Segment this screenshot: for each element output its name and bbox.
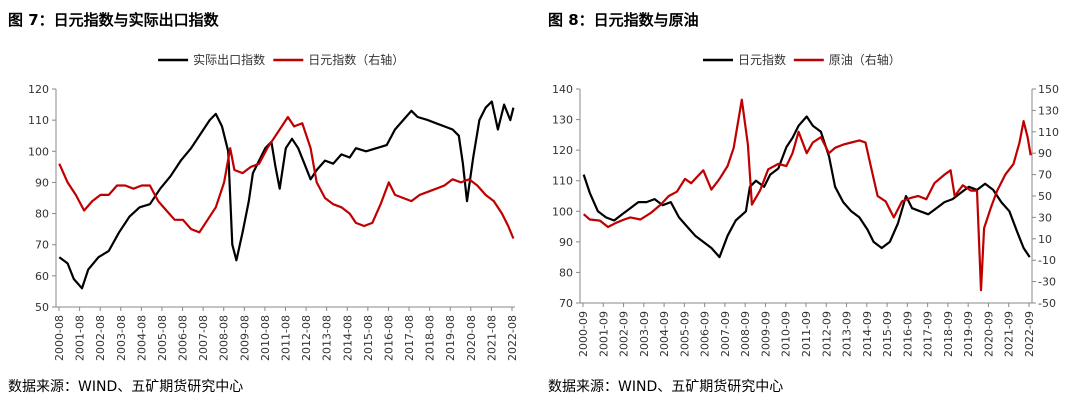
chart-svg: 70 80 90 100 110 120 130 140 -50 -30 -10 10 30 50 70 90… bbox=[552, 52, 1059, 357]
x-tick-label: 2001-08 bbox=[74, 315, 87, 361]
legend-label-1: 原油（右轴） bbox=[829, 52, 901, 67]
x-tick-label: 2020-08 bbox=[465, 315, 478, 361]
legend-label-1: 日元指数（右轴） bbox=[308, 52, 404, 67]
x-tick-label: 2017-09 bbox=[922, 311, 935, 357]
x-tick-label: 2000-08 bbox=[53, 315, 66, 361]
y-tick-label: 50 bbox=[35, 301, 49, 314]
x-tick-label: 2004-08 bbox=[135, 315, 148, 361]
x-tick-label: 2009-09 bbox=[759, 311, 772, 357]
y-tick-label-right: 70 bbox=[1038, 169, 1052, 182]
x-tick-label: 2003-08 bbox=[115, 315, 128, 361]
chart-title: 图 7：日元指数与实际出口指数 bbox=[8, 11, 219, 29]
x-tick-label: 2022-09 bbox=[1023, 311, 1036, 357]
y-tick-label-right: -10 bbox=[1038, 254, 1056, 267]
x-tick-label: 2008-09 bbox=[739, 311, 752, 357]
x-tick-label: 2015-09 bbox=[881, 311, 894, 357]
x-tick-label: 2021-08 bbox=[485, 315, 498, 361]
x-tick-label: 2012-09 bbox=[820, 311, 833, 357]
y-tick-label-right: 10 bbox=[1038, 233, 1052, 246]
x-tick-label: 2019-09 bbox=[962, 311, 975, 357]
x-tick-label: 2006-08 bbox=[177, 315, 190, 361]
y-tick-label: 80 bbox=[35, 208, 49, 221]
x-tick-label: 2002-08 bbox=[94, 315, 107, 361]
x-tick-label: 2021-09 bbox=[1003, 311, 1016, 357]
x-tick-label: 2018-09 bbox=[942, 311, 955, 357]
series-line-0 bbox=[582, 115, 1031, 259]
data-source: 数据来源：WIND、五矿期货研究中心 bbox=[8, 379, 244, 395]
y-tick-label-right: 90 bbox=[1038, 147, 1052, 160]
x-tick-label: 2013-09 bbox=[841, 311, 854, 357]
data-source: 数据来源：WIND、五矿期货研究中心 bbox=[548, 379, 784, 395]
chart-panel-right: 图 8：日元指数与原油 70 80 90 100 110 120 130 140 -50 -30 -… bbox=[540, 0, 1080, 405]
y-tick-label-right: 50 bbox=[1038, 190, 1052, 203]
y-tick-label: 100 bbox=[552, 205, 573, 218]
series-line-1 bbox=[58, 115, 515, 239]
y-tick-label: 70 bbox=[35, 239, 49, 252]
x-tick-label: 2014-09 bbox=[861, 311, 874, 357]
y-tick-label: 120 bbox=[552, 144, 573, 157]
x-tick-label: 2007-08 bbox=[197, 315, 210, 361]
y-tick-label: 110 bbox=[28, 114, 49, 127]
x-tick-label: 2013-08 bbox=[321, 315, 334, 361]
x-tick-label: 2000-09 bbox=[577, 311, 590, 357]
x-tick-label: 2022-08 bbox=[506, 315, 519, 361]
x-tick-label: 2010-08 bbox=[259, 315, 272, 361]
series-line-1 bbox=[582, 98, 1032, 292]
y-tick-label: 140 bbox=[552, 83, 573, 96]
series-line-0 bbox=[58, 100, 515, 290]
y-tick-label: 120 bbox=[28, 83, 49, 96]
x-tick-label: 2016-09 bbox=[901, 311, 914, 357]
x-tick-label: 2006-09 bbox=[699, 311, 712, 357]
x-tick-label: 2001-09 bbox=[597, 311, 610, 357]
x-tick-label: 2010-09 bbox=[780, 311, 793, 357]
y-tick-label-right: 130 bbox=[1038, 104, 1059, 117]
y-tick-label: 90 bbox=[35, 176, 49, 189]
x-tick-label: 2004-09 bbox=[658, 311, 671, 357]
x-tick-label: 2012-08 bbox=[300, 315, 313, 361]
x-tick-label: 2005-08 bbox=[156, 315, 169, 361]
y-tick-label-right: 30 bbox=[1038, 211, 1052, 224]
y-tick-label: 90 bbox=[559, 236, 573, 249]
y-tick-label-right: 110 bbox=[1038, 126, 1059, 139]
legend-label-0: 日元指数 bbox=[738, 52, 786, 67]
x-tick-label: 2003-09 bbox=[638, 311, 651, 357]
y-tick-label: 80 bbox=[559, 266, 573, 279]
y-tick-label-right: 150 bbox=[1038, 83, 1059, 96]
y-tick-label: 60 bbox=[35, 270, 49, 283]
x-tick-label: 2020-09 bbox=[982, 311, 995, 357]
x-tick-label: 2008-08 bbox=[218, 315, 231, 361]
x-tick-label: 2009-08 bbox=[238, 315, 251, 361]
x-tick-label: 2015-08 bbox=[362, 315, 375, 361]
x-tick-label: 2019-08 bbox=[444, 315, 457, 361]
y-tick-label-right: -50 bbox=[1038, 297, 1056, 310]
x-tick-label: 2002-09 bbox=[618, 311, 631, 357]
x-tick-label: 2005-09 bbox=[678, 311, 691, 357]
legend-label-0: 实际出口指数 bbox=[193, 52, 265, 67]
y-tick-label: 110 bbox=[552, 175, 573, 188]
x-tick-label: 2016-08 bbox=[382, 315, 395, 361]
x-tick-label: 2007-09 bbox=[719, 311, 732, 357]
chart-panel-left: 图 7：日元指数与实际出口指数 50 60 70 80 90 100 110 120 2000-… bbox=[8, 11, 519, 395]
y-tick-label: 100 bbox=[28, 145, 49, 158]
y-tick-label: 130 bbox=[552, 114, 573, 127]
x-tick-label: 2011-09 bbox=[800, 311, 813, 357]
x-tick-label: 2017-08 bbox=[403, 315, 416, 361]
x-tick-label: 2018-08 bbox=[424, 315, 437, 361]
y-tick-label-right: -30 bbox=[1038, 276, 1056, 289]
chart-svg: 50 60 70 80 90 100 110 120 2000-08 2001-08 2002-08… bbox=[28, 52, 519, 361]
x-tick-label: 2014-08 bbox=[341, 315, 354, 361]
x-tick-label: 2011-08 bbox=[280, 315, 293, 361]
chart-title: 图 8：日元指数与原油 bbox=[548, 11, 699, 29]
y-tick-label: 70 bbox=[559, 297, 573, 310]
